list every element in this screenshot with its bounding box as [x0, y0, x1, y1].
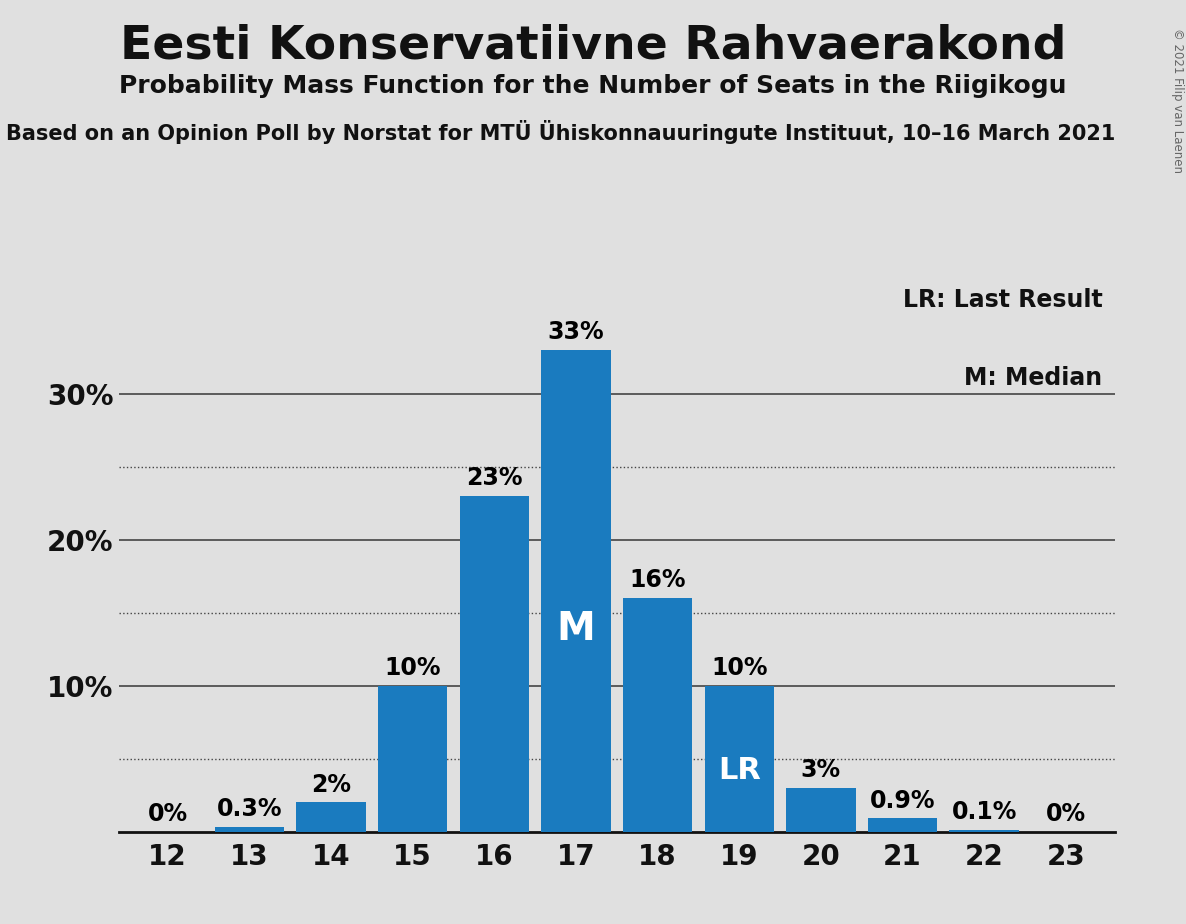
Bar: [541, 350, 611, 832]
Text: 23%: 23%: [466, 467, 523, 491]
Text: © 2021 Filip van Laenen: © 2021 Filip van Laenen: [1172, 28, 1184, 173]
Bar: [704, 686, 774, 832]
Text: LR: Last Result: LR: Last Result: [903, 288, 1103, 312]
Bar: [378, 686, 447, 832]
Text: 0%: 0%: [1046, 802, 1086, 826]
Text: 33%: 33%: [548, 321, 604, 345]
Bar: [868, 819, 937, 832]
Text: 0.9%: 0.9%: [869, 788, 936, 812]
Bar: [459, 496, 529, 832]
Bar: [950, 830, 1019, 832]
Text: LR: LR: [718, 756, 760, 784]
Text: 0%: 0%: [147, 802, 187, 826]
Text: 16%: 16%: [630, 568, 686, 592]
Text: 2%: 2%: [311, 772, 351, 796]
Text: 0.1%: 0.1%: [951, 800, 1016, 824]
Text: M: Median: M: Median: [964, 366, 1103, 390]
Bar: [786, 788, 855, 832]
Text: Based on an Opinion Poll by Norstat for MTÜ Ühiskonnauuringute Instituut, 10–16 : Based on an Opinion Poll by Norstat for …: [6, 120, 1115, 144]
Bar: [623, 598, 693, 832]
Text: Eesti Konservatiivne Rahvaerakond: Eesti Konservatiivne Rahvaerakond: [120, 23, 1066, 68]
Text: M: M: [556, 611, 595, 649]
Bar: [215, 827, 283, 832]
Text: Probability Mass Function for the Number of Seats in the Riigikogu: Probability Mass Function for the Number…: [120, 74, 1066, 98]
Text: 3%: 3%: [801, 758, 841, 782]
Text: 10%: 10%: [710, 656, 767, 680]
Text: 10%: 10%: [384, 656, 441, 680]
Text: 0.3%: 0.3%: [217, 797, 282, 821]
Bar: [296, 802, 365, 832]
